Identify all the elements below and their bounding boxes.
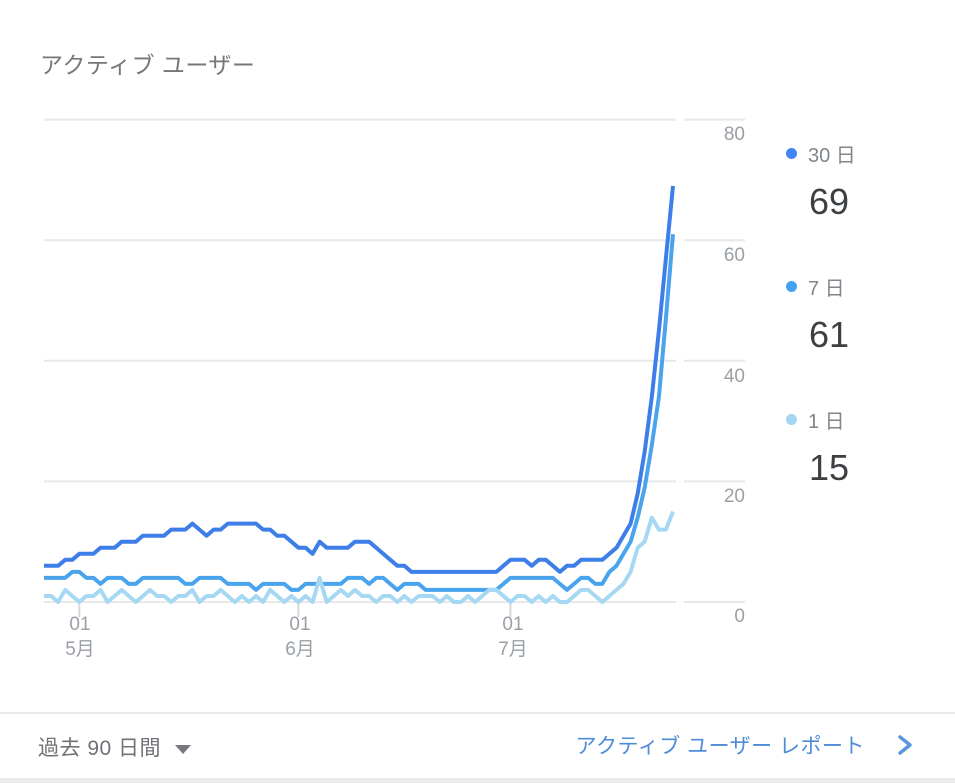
y-axis-label: 40 [723,366,745,387]
x-tick-month: 7月 [498,639,528,660]
date-range-label: 過去 90 日間 [38,737,162,760]
y-axis-label: 20 [723,486,745,507]
y-axis-label: 0 [734,606,745,627]
card-bottom-edge [0,778,955,783]
x-tick-day: 01 [502,614,524,635]
series-line-7d [44,234,675,592]
legend-item-30d: 30 日 69 [786,139,946,220]
legend-dot-30d-icon [786,148,797,159]
x-tick-day: 01 [69,614,91,635]
x-tick-month: 5月 [65,639,95,660]
legend-dot-7d-icon [786,281,797,292]
legend-label-1d: 1 日 [808,411,845,433]
date-range-selector[interactable]: 過去 90 日間 [38,732,192,762]
footer-divider [0,712,955,714]
x-axis-tick-label: 01 6月 [240,612,360,662]
x-tick-day: 01 [289,614,311,635]
legend-value-7d: 61 [809,314,850,355]
x-axis-tick-label: 01 7月 [453,612,573,662]
gridlines [44,118,745,603]
card-title: アクティブ ユーザー [40,52,256,78]
legend-value-30d: 69 [809,181,850,222]
y-axis-label: 80 [723,124,745,145]
x-tick-month: 6月 [285,639,315,660]
legend-value-1d: 15 [809,447,850,488]
chart-area: 80 60 40 20 0 01 5月 01 6月 01 7月 [20,118,745,662]
card-footer: 過去 90 日間 アクティブ ユーザー レポート [0,726,955,770]
active-users-chart [44,118,745,617]
x-tick-marks [78,603,512,617]
legend-dot-1d-icon [786,414,797,425]
legend-item-7d: 7 日 61 [786,272,946,353]
x-axis-tick-label: 01 5月 [20,612,140,662]
chevron-right-icon [898,735,912,755]
legend-label-30d: 30 日 [808,145,856,167]
legend-label-7d: 7 日 [808,278,845,300]
series-line-1d [44,510,675,604]
dropdown-arrow-icon [175,744,192,754]
active-users-report-link[interactable]: アクティブ ユーザー レポート [576,730,915,760]
y-axis-label: 60 [723,245,745,266]
report-link-label: アクティブ ユーザー レポート [575,735,865,758]
legend-item-1d: 1 日 15 [786,405,946,486]
series-line-30d [44,185,675,574]
